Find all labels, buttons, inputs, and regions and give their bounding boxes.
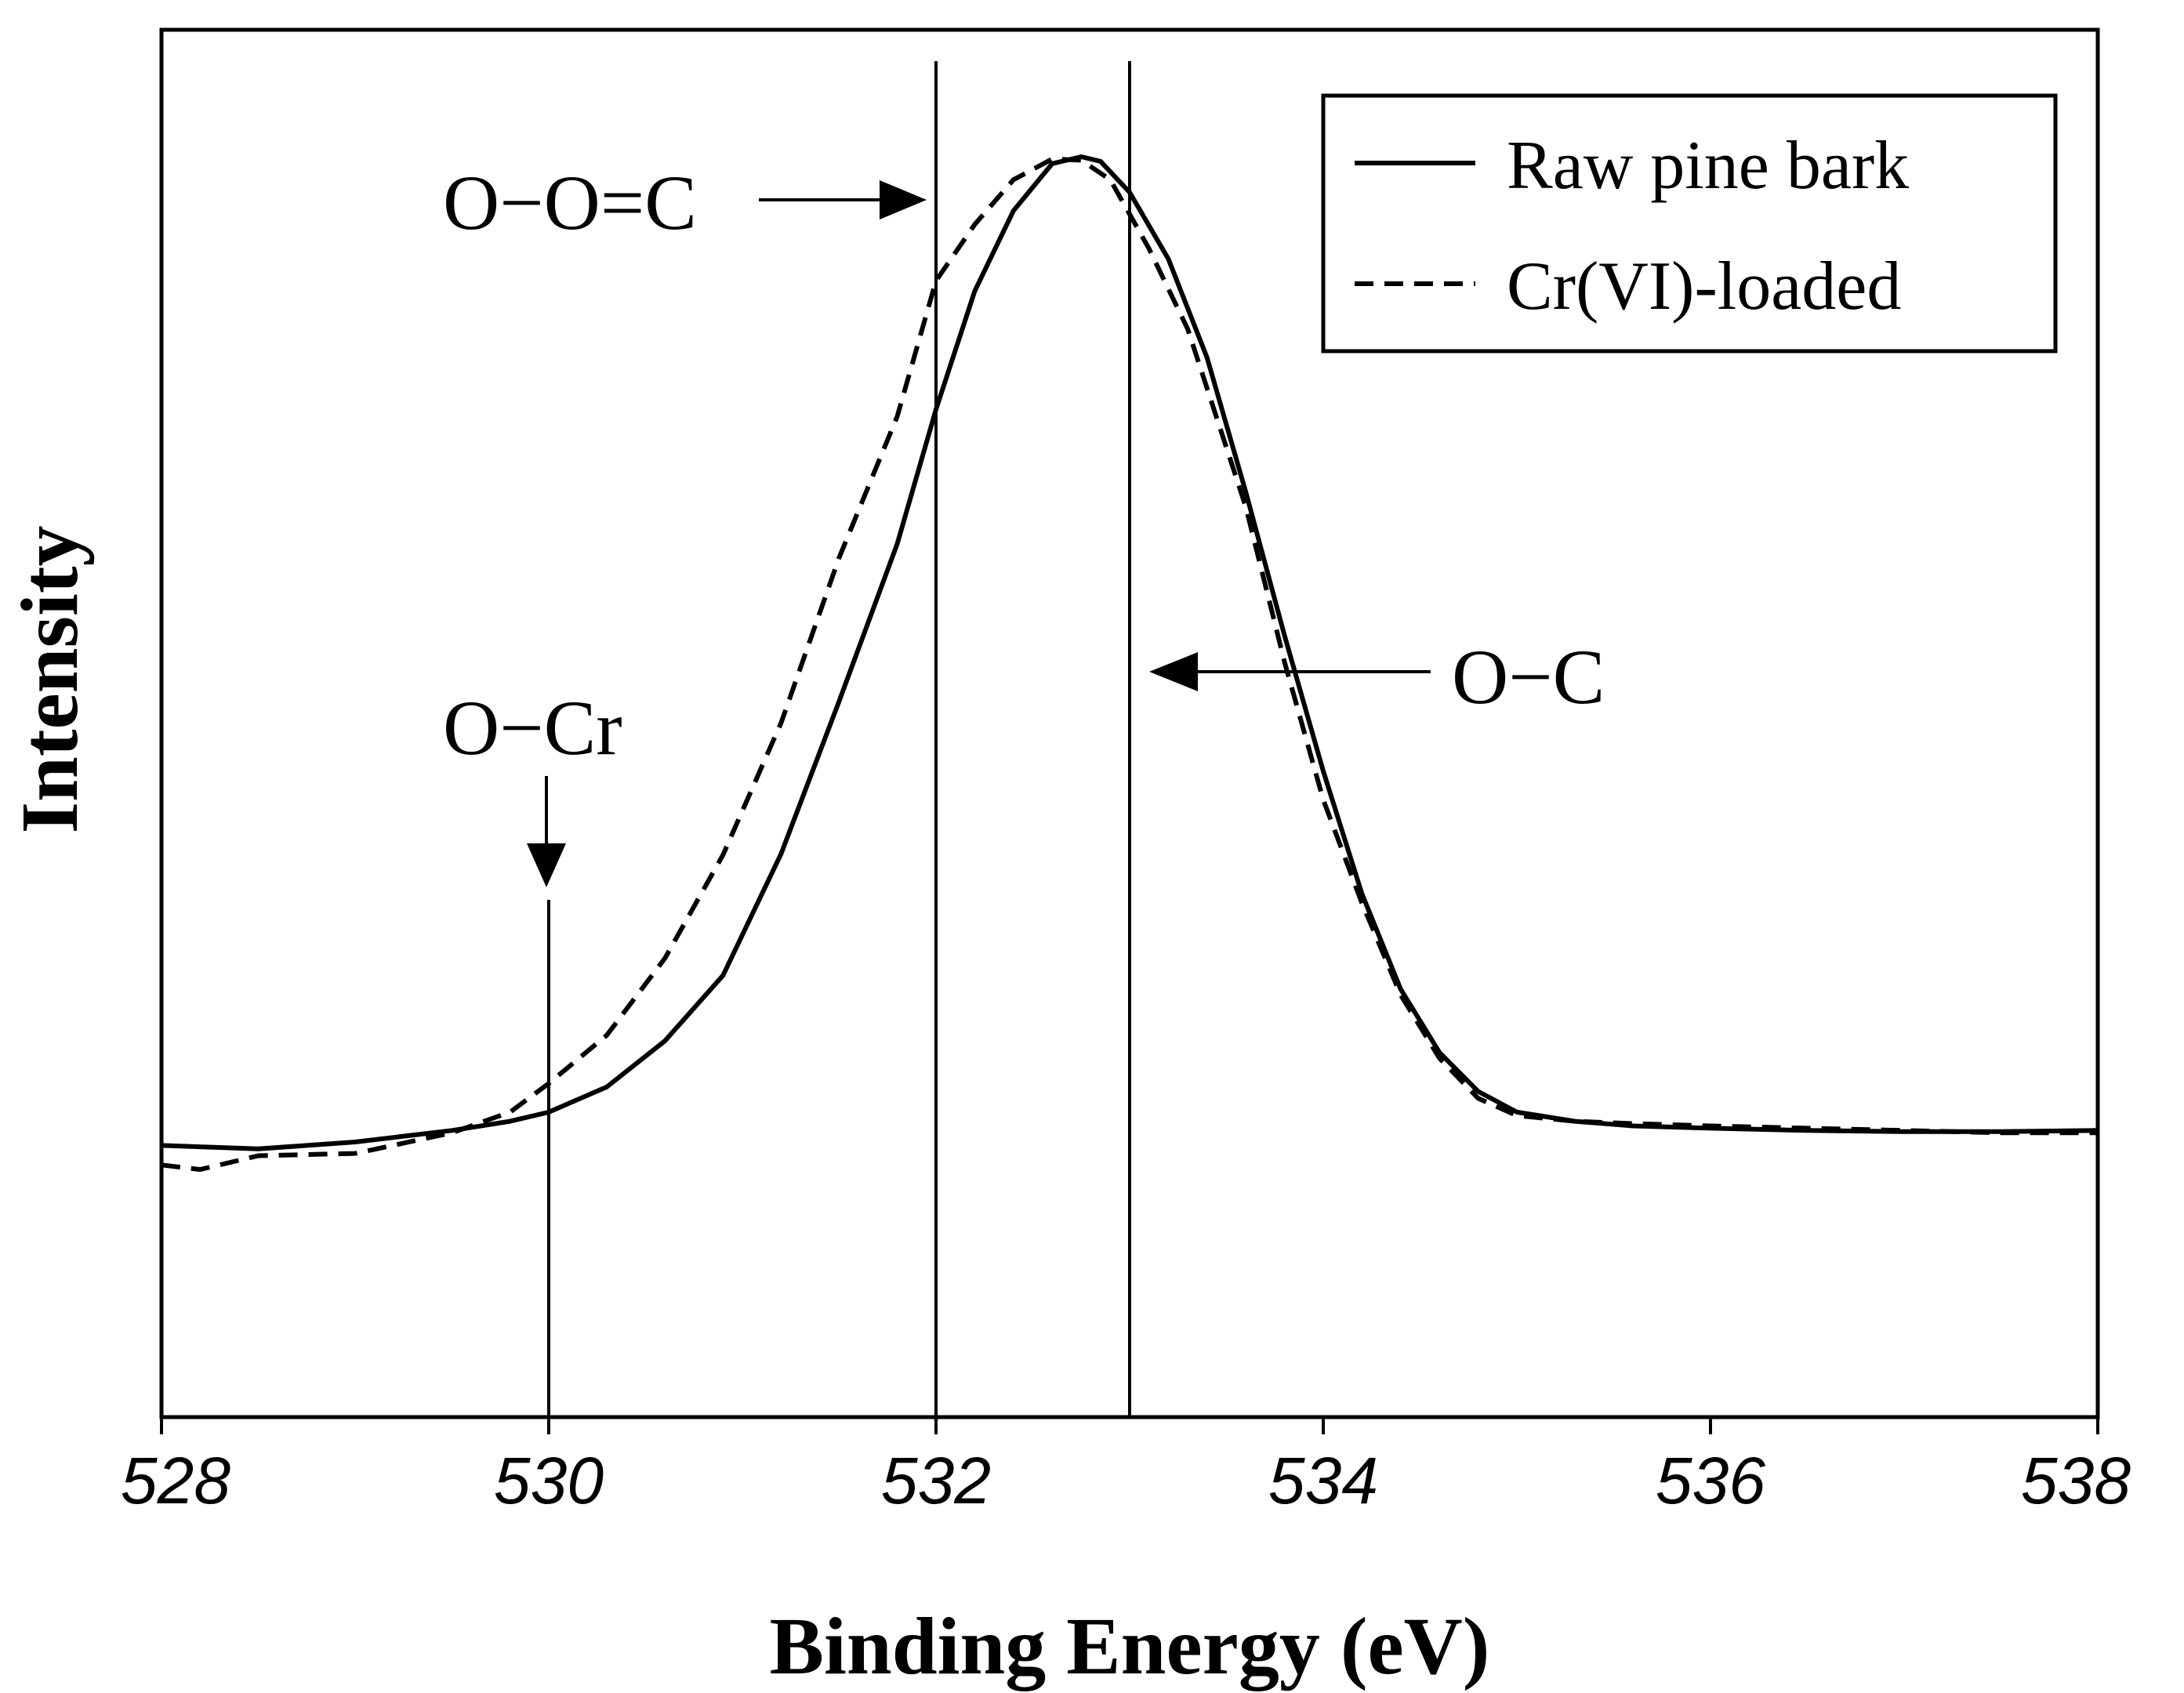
arrow-o-c-head	[1149, 652, 1198, 691]
arrow-o-cr-head	[527, 843, 566, 887]
x-tick-label: 532	[881, 1444, 991, 1517]
reference-lines	[547, 61, 1131, 1417]
x-tick-label: 528	[121, 1444, 230, 1517]
label-o-cr: O−Cr	[443, 684, 622, 771]
label-o-c: O−C	[1452, 633, 1605, 720]
label-o-o-c: O−O=C	[443, 159, 697, 246]
x-tick-label: 538	[2021, 1444, 2131, 1517]
x-ticks: 528 530 532 534 536 538	[121, 1417, 2131, 1517]
annotation-arrows	[527, 180, 1431, 887]
series-cr-vi-loaded	[161, 156, 2098, 1173]
legend-label-raw: Raw pine bark	[1507, 128, 1909, 204]
x-tick-label: 536	[1656, 1444, 1765, 1517]
legend: Raw pine bark Cr(VI)-loaded	[1321, 93, 2058, 353]
legend-box	[1321, 93, 2058, 353]
arrow-o-o-c-head	[880, 180, 927, 219]
x-tick-label: 534	[1268, 1444, 1378, 1517]
x-axis-title: Binding Energy (eV)	[770, 1601, 1490, 1691]
legend-label-cr: Cr(VI)-loaded	[1507, 248, 1901, 324]
x-tick-label: 530	[494, 1444, 604, 1517]
y-axis-title: Intensity	[5, 526, 95, 834]
